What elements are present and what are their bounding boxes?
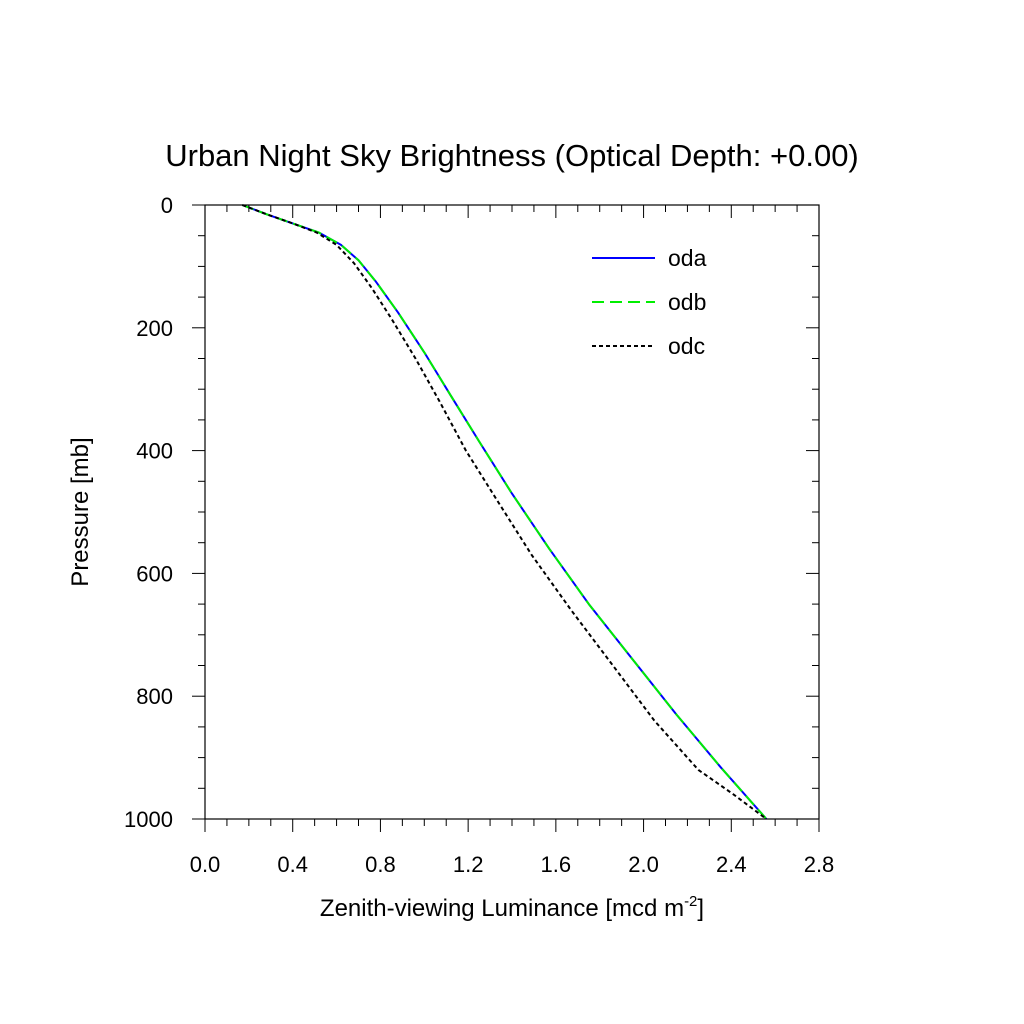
legend-label-odb: odb xyxy=(668,289,706,315)
x-axis-label-superscript: -2 xyxy=(684,893,697,910)
x-tick-label: 0.0 xyxy=(190,852,221,877)
y-axis-label: Pressure [mb] xyxy=(67,437,94,586)
series-line-odc xyxy=(241,204,767,820)
x-axis-label-main: Zenith-viewing Luminance [mcd m xyxy=(320,895,684,922)
plot-frame xyxy=(204,204,820,820)
x-axis: 0.0 0.4 0.8 1.2 1.6 2.0 2.4 2.8 xyxy=(190,205,835,877)
x-tick-label: 2.0 xyxy=(628,852,659,877)
legend: oda odb odc xyxy=(592,245,707,359)
chart-title: Urban Night Sky Brightness (Optical Dept… xyxy=(165,138,859,173)
y-axis: 0 200 400 600 800 1000 xyxy=(124,193,819,832)
legend-label-odc: odc xyxy=(668,333,705,359)
y-tick-label: 600 xyxy=(136,561,173,586)
legend-label-oda: oda xyxy=(668,245,707,271)
x-axis-label: Zenith-viewing Luminance [mcd m-2] xyxy=(320,893,704,922)
y-tick-label: 400 xyxy=(136,439,173,464)
x-tick-label: 0.4 xyxy=(277,852,308,877)
y-tick-label: 800 xyxy=(136,684,173,709)
x-tick-label: 2.4 xyxy=(716,852,747,877)
x-tick-label: 0.8 xyxy=(365,852,396,877)
x-tick-label: 1.6 xyxy=(541,852,572,877)
x-axis-label-end: ] xyxy=(697,895,704,922)
y-tick-label: 0 xyxy=(161,193,173,218)
y-tick-label: 200 xyxy=(136,316,173,341)
y-tick-label: 1000 xyxy=(124,807,173,832)
x-tick-label: 2.8 xyxy=(804,852,835,877)
x-tick-label: 1.2 xyxy=(453,852,484,877)
plot-area xyxy=(241,204,768,820)
series-line-odb xyxy=(241,204,768,820)
